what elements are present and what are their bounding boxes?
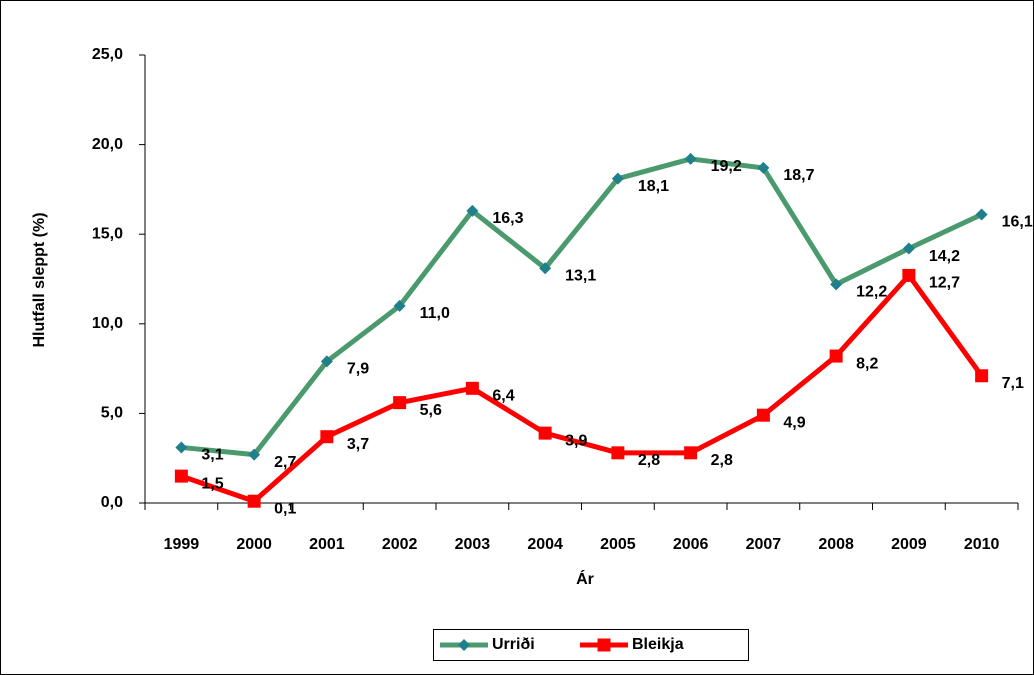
y-tick-label: 25,0 xyxy=(92,46,123,63)
data-point xyxy=(684,152,697,165)
data-point xyxy=(829,349,843,363)
data-label: 18,1 xyxy=(638,178,669,195)
data-point xyxy=(248,448,261,461)
data-point xyxy=(174,469,188,483)
legend-label: Urriði xyxy=(492,636,535,653)
data-point xyxy=(975,369,989,383)
data-point xyxy=(757,161,770,174)
x-tick-label: 1999 xyxy=(164,536,200,553)
data-point xyxy=(320,430,334,444)
data-label: 12,2 xyxy=(856,284,887,301)
x-tick-label: 2009 xyxy=(891,536,927,553)
data-label: 13,1 xyxy=(565,267,596,284)
x-tick-label: 2000 xyxy=(236,536,272,553)
data-point xyxy=(175,441,188,454)
data-point xyxy=(247,494,261,508)
x-tick-label: 2005 xyxy=(600,536,636,553)
data-label: 3,7 xyxy=(347,436,369,453)
x-tick-label: 2008 xyxy=(818,536,854,553)
data-point xyxy=(465,381,479,395)
y-axis-title: Hlutfall sleppt (%) xyxy=(31,212,48,347)
x-tick-label: 2006 xyxy=(673,536,709,553)
data-label: 18,7 xyxy=(783,167,814,184)
data-label: 5,6 xyxy=(420,402,442,419)
x-tick-label: 2010 xyxy=(964,536,1000,553)
data-label: 11,0 xyxy=(420,305,450,322)
data-label: 19,2 xyxy=(711,158,742,175)
data-label: 3,1 xyxy=(201,447,223,464)
y-tick-label: 20,0 xyxy=(92,136,123,153)
x-tick-label: 2004 xyxy=(527,536,563,553)
data-point xyxy=(466,204,479,217)
data-label: 1,5 xyxy=(201,475,223,492)
data-label: 16,3 xyxy=(492,210,523,227)
data-point xyxy=(756,408,770,422)
y-tick-label: 10,0 xyxy=(92,315,123,332)
data-label: 0,1 xyxy=(274,500,296,517)
data-point xyxy=(539,262,552,275)
data-label: 4,9 xyxy=(783,414,805,431)
data-label: 6,4 xyxy=(492,388,514,405)
data-label: 7,1 xyxy=(1002,375,1024,392)
legend-label: Bleikja xyxy=(632,636,684,653)
data-point xyxy=(538,426,552,440)
x-axis-title: Ár xyxy=(576,569,594,588)
series-line xyxy=(180,272,984,504)
data-label: 12,7 xyxy=(929,275,960,292)
data-point xyxy=(684,446,698,460)
y-tick-label: 0,0 xyxy=(101,494,123,511)
data-label: 2,8 xyxy=(638,452,660,469)
data-point xyxy=(611,446,625,460)
y-tick-label: 5,0 xyxy=(101,405,123,422)
data-point xyxy=(393,299,406,312)
data-point xyxy=(902,268,916,282)
x-tick-label: 2007 xyxy=(746,536,782,553)
data-point xyxy=(320,355,333,368)
data-label: 2,8 xyxy=(711,452,733,469)
data-label: 8,2 xyxy=(856,355,878,372)
data-label: 16,1 xyxy=(1002,214,1033,231)
x-tick-label: 2002 xyxy=(382,536,418,553)
data-label: 14,2 xyxy=(929,248,960,265)
data-label: 7,9 xyxy=(347,361,369,378)
x-tick-label: 2001 xyxy=(309,536,345,553)
legend-marker xyxy=(458,639,470,651)
series-line xyxy=(181,156,983,458)
y-tick-label: 15,0 xyxy=(92,225,123,242)
x-tick-label: 2003 xyxy=(455,536,491,553)
legend-marker xyxy=(597,638,611,652)
data-point xyxy=(611,172,624,185)
data-point xyxy=(902,242,915,255)
data-point xyxy=(393,396,407,410)
data-point xyxy=(975,208,988,221)
data-point xyxy=(830,278,843,291)
data-label: 3,9 xyxy=(565,432,587,449)
